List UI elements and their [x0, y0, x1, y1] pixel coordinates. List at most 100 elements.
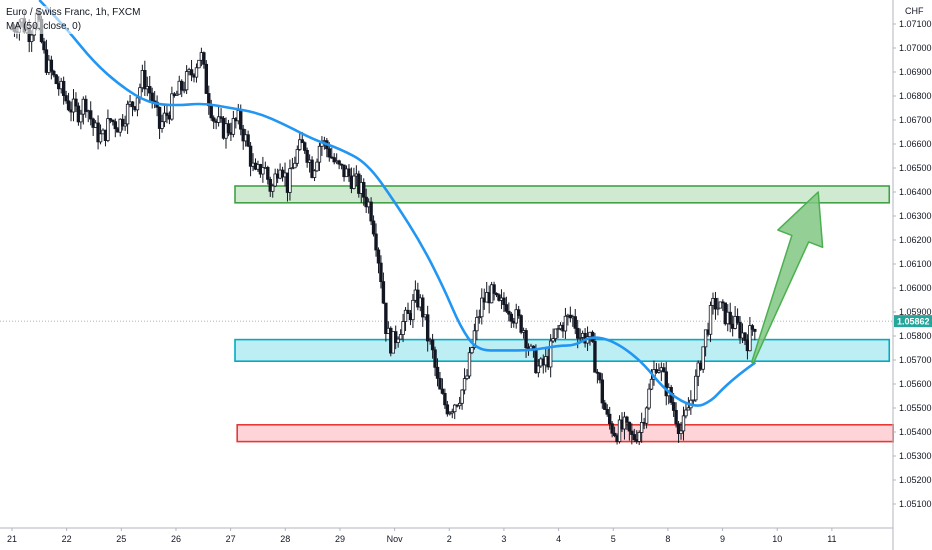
candle-body: [398, 334, 403, 340]
candle: [679, 422, 683, 440]
candle: [445, 400, 450, 417]
candle: [49, 55, 54, 80]
candle-body: [600, 379, 605, 404]
candle: [465, 369, 469, 381]
candle: [266, 165, 270, 185]
candle: [204, 60, 209, 94]
candle: [514, 303, 518, 329]
candle-body: [96, 122, 100, 143]
candle-body: [502, 297, 506, 306]
candle-body: [394, 331, 398, 343]
candle-body: [489, 284, 494, 304]
candle-body: [430, 339, 435, 351]
candle: [374, 223, 378, 257]
candle-body: [578, 337, 582, 339]
candle-body: [516, 309, 521, 316]
candle-body: [610, 423, 614, 434]
candle-body: [79, 113, 83, 123]
price-tick-label: 1.05700: [899, 355, 932, 365]
candle: [480, 288, 484, 325]
candle: [548, 334, 553, 378]
candle-body: [371, 220, 376, 235]
candle-body: [384, 302, 388, 334]
candle-body: [440, 388, 445, 394]
candle-body: [425, 314, 430, 342]
time-tick-label: 5: [611, 534, 616, 544]
candle-body: [551, 338, 555, 342]
candle: [150, 87, 154, 109]
candle: [494, 292, 499, 298]
candle-body: [120, 118, 125, 127]
candle: [66, 92, 71, 112]
candle: [113, 118, 118, 138]
candle-body: [433, 349, 437, 368]
candle-body: [165, 112, 169, 116]
candle-body: [98, 133, 103, 143]
candle-body: [175, 93, 179, 96]
resistance-zone[interactable]: [234, 185, 891, 204]
candle: [440, 378, 445, 395]
candle: [438, 371, 442, 390]
price-tick-label: 1.06900: [899, 67, 932, 77]
candle-body: [219, 116, 223, 119]
projection-arrow-layer[interactable]: [750, 191, 824, 364]
candle-body: [514, 309, 518, 324]
candle: [433, 346, 437, 377]
price-tick-label: 1.05100: [899, 499, 932, 509]
candle: [563, 307, 568, 339]
price-tick-label: 1.05300: [899, 451, 932, 461]
candle: [694, 369, 698, 402]
candle: [379, 255, 383, 289]
price-tick-label: 1.06700: [899, 115, 932, 125]
candle: [735, 308, 740, 325]
candle: [612, 426, 617, 438]
candle: [143, 60, 147, 96]
candle-body: [671, 402, 676, 411]
candle-body: [108, 118, 113, 121]
candle: [130, 101, 135, 117]
candle-body: [718, 301, 723, 309]
time-tick-label: 3: [501, 534, 506, 544]
candle-body: [735, 315, 740, 323]
candle-body: [686, 407, 691, 411]
demand-zone[interactable]: [236, 423, 894, 443]
candle-body: [507, 310, 511, 315]
candle: [708, 301, 713, 343]
candle-body: [403, 309, 408, 322]
candle-body: [598, 372, 602, 381]
candle: [211, 115, 216, 130]
candle: [226, 119, 231, 137]
candle-body: [182, 89, 186, 92]
candle: [123, 115, 127, 131]
time-tick-label: 27: [226, 534, 236, 544]
candle: [721, 299, 725, 312]
candle-body: [295, 149, 300, 164]
candle-body: [630, 430, 634, 435]
candle-body: [288, 168, 292, 193]
candle: [448, 411, 452, 416]
candle: [381, 272, 386, 305]
candle: [718, 301, 723, 309]
candle-body: [647, 388, 651, 409]
candle: [189, 60, 194, 82]
price-tick-label: 1.06000: [899, 283, 932, 293]
candle-body: [226, 123, 231, 134]
support-zone[interactable]: [234, 338, 891, 363]
candle-body: [123, 123, 127, 127]
candle: [632, 428, 636, 443]
candle-body: [713, 297, 718, 310]
candle: [271, 183, 275, 198]
candle-body: [627, 421, 632, 432]
projection-arrow[interactable]: [750, 191, 824, 364]
candle-body: [563, 315, 568, 332]
candle: [573, 309, 577, 335]
candle-body: [674, 410, 678, 425]
candle: [246, 130, 250, 148]
candle: [684, 401, 688, 419]
candle-body: [49, 59, 54, 72]
candle: [337, 159, 341, 170]
candle: [411, 294, 415, 328]
moving-average-layer: [38, 0, 757, 407]
